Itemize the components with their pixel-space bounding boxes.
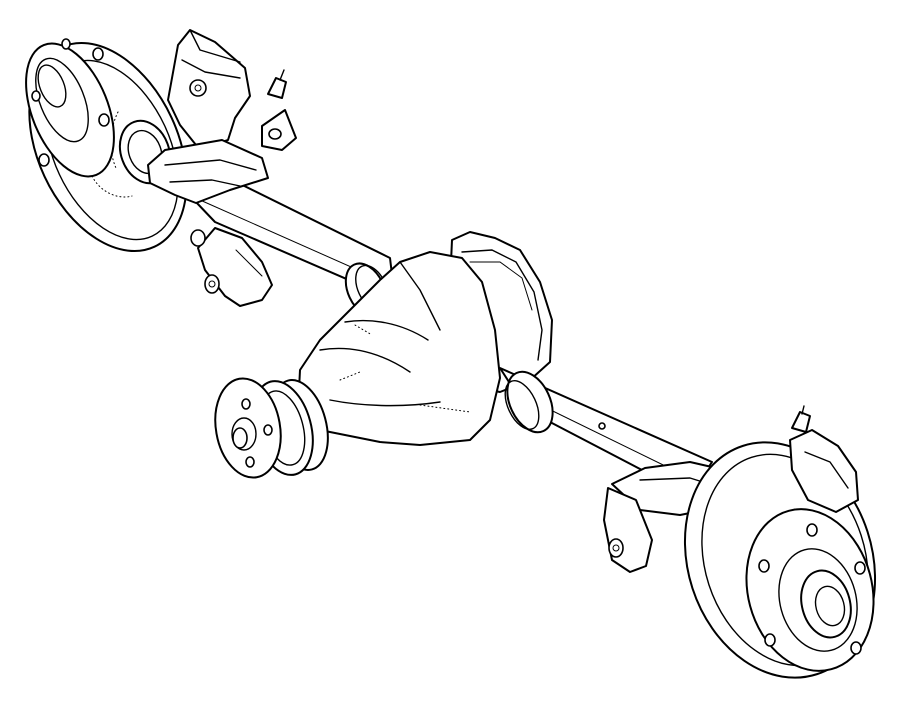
left-lug-hole-2 [98, 113, 110, 127]
left-lug-hole-5 [61, 38, 71, 50]
right-tube-collar [504, 370, 554, 434]
right-wheel-hub-flange [745, 508, 875, 672]
right-caliper-bracket [789, 405, 859, 513]
left-lug-hole-1 [92, 47, 104, 61]
left-wheel-hub-flange [25, 38, 115, 178]
left-shock-mount [190, 227, 273, 307]
right-mount-bolt [608, 538, 624, 558]
right-shock-mount [603, 487, 653, 573]
left-lug-hole-4 [31, 90, 41, 102]
left-caliper-bracket [167, 29, 297, 151]
left-spring-seat [118, 119, 269, 204]
differential-carrier [297, 251, 501, 446]
left-lug-hole-3 [38, 153, 50, 167]
right-lug-hole-3 [850, 641, 862, 655]
left-caliper-bolt [189, 79, 207, 97]
pinion-companion-flange [214, 377, 282, 479]
pinion-nut [232, 427, 248, 449]
right-lug-hole-5 [758, 559, 770, 573]
right-lug-hole-1 [806, 523, 818, 537]
right-lug-hole-4 [764, 633, 776, 647]
right-lug-hole-2 [854, 561, 866, 575]
left-mount-bolt [204, 274, 220, 294]
